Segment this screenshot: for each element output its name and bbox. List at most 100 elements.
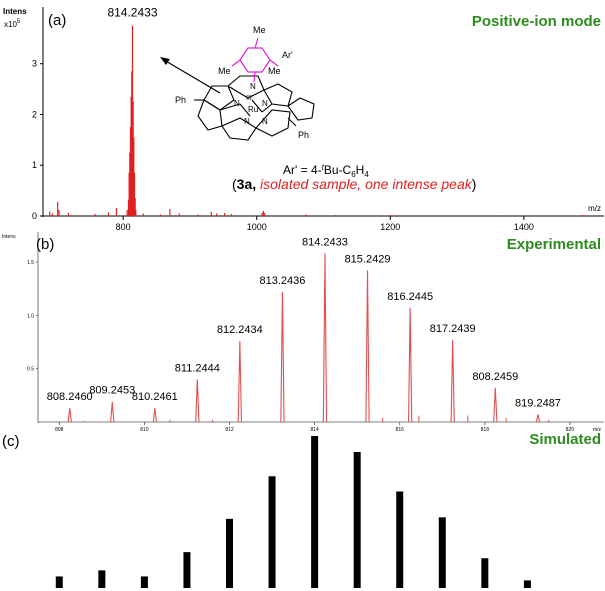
panel-b-peak <box>280 291 285 423</box>
panel-b-peak-label: 817.2439 <box>430 323 476 335</box>
panel-b-peak <box>322 253 328 423</box>
panel-b-peaks <box>67 253 550 423</box>
panel-b: Intens (b) Experimental m/z 0.5 1.0 1.5 80… <box>2 232 604 433</box>
panel-b-peak-label: 819.2487 <box>515 398 561 410</box>
pyrrole-ring-top <box>227 75 265 99</box>
ph-label-left: Ph <box>175 95 186 105</box>
pyrrole-ring-right-top <box>263 83 293 107</box>
panel-b-peak-label: 814.2433 <box>302 236 348 248</box>
panel-b-y-ticks: 0.5 1.0 1.5 <box>27 260 38 373</box>
panel-b-peak-label: 810.2461 <box>132 391 178 403</box>
panel-b-x-tick-label: 816 <box>396 427 405 433</box>
panel-b-peak <box>237 340 242 423</box>
panel-b-label: (b) <box>36 236 54 253</box>
panel-b-peak-label: 815.2429 <box>345 254 391 266</box>
pyrrole-ring-right <box>255 109 291 137</box>
panel-b-peak-label: 811.2444 <box>175 362 220 374</box>
panel-c-bar <box>523 580 531 588</box>
panel-c-bar <box>183 552 191 588</box>
panel-b-x-unit: m/z <box>593 427 602 433</box>
panel-b-y-tick-label: 1.0 <box>27 313 34 319</box>
panel-a-peak-label: 814.2433 <box>107 6 157 20</box>
n-label-magenta: N <box>250 82 256 91</box>
panel-a-y-tick-label: 0 <box>32 211 37 221</box>
panel-c-bar <box>140 576 148 588</box>
panel-b-y-tick-label: 1.5 <box>27 260 34 266</box>
panel-b-peak <box>67 408 72 423</box>
ru-porphyrin-structure <box>194 37 315 141</box>
structure-labels: Me Me Me Ar' N III Ru N N N N Ph Ph <box>175 25 309 140</box>
me-label-top: Me <box>253 25 266 35</box>
panel-a-x-tick-label: 1400 <box>514 222 534 232</box>
panel-c-bar <box>481 558 489 588</box>
panel-b-peak-label: 812.2434 <box>217 324 263 336</box>
panel-a-y-label-intens: Intens <box>3 7 27 16</box>
panel-c-bar <box>353 451 361 588</box>
panel-c-label: (c) <box>2 433 20 450</box>
panel-b-y-tick-label: 0.5 <box>27 367 34 373</box>
panel-b-peak-label: 809.2453 <box>89 385 135 397</box>
n-label-bottom: N <box>244 117 250 126</box>
panel-b-peak <box>493 387 498 423</box>
ph-label-right: Ph <box>298 130 309 140</box>
panel-a-y-tick-label: 1 <box>32 160 37 170</box>
panel-a-mode-label: Positive-ion mode <box>472 13 601 30</box>
panel-c-bars <box>55 436 531 588</box>
panel-a-x-ticks: 800 1000 1200 1400 <box>116 216 534 232</box>
n-label-left: N <box>234 99 240 108</box>
panel-b-x-tick-label: 820 <box>566 427 575 433</box>
panel-b-x-tick-label: 814 <box>310 427 319 433</box>
panel-b-peak <box>152 408 158 423</box>
pyrrole-ring-left <box>197 99 223 131</box>
panel-b-peak <box>535 414 541 423</box>
panel-b-x-tick-label: 810 <box>140 427 149 433</box>
panel-b-x-tick-label: 818 <box>481 427 490 433</box>
panel-a-y-ticks: 0 1 2 3 <box>32 59 43 221</box>
n-label-bottom-right: N <box>262 117 268 126</box>
panel-b-y-label: Intens <box>2 234 16 240</box>
panel-b-peak-label: 816.2445 <box>387 291 433 303</box>
pyrrole-ring-far-right <box>287 97 315 121</box>
panel-c-bar <box>268 476 276 588</box>
pyrrole-ring-left-top <box>203 85 235 111</box>
panel-c-bar <box>98 570 106 588</box>
panel-a-y-tick-label: 3 <box>32 59 37 69</box>
panel-b-x-tick-label: 812 <box>225 427 234 433</box>
panel-a-label: (a) <box>48 12 66 29</box>
panel-b-x-ticks: 808 810 812 814 816 818 820 <box>55 422 574 433</box>
panel-c-bar <box>55 576 63 588</box>
panel-a-x-tick-label: 1200 <box>380 222 400 232</box>
panel-b-peak <box>365 270 370 423</box>
me-label-right: Me <box>268 66 281 76</box>
pyrrole-ring-bottom <box>221 117 257 141</box>
panel-b-peak <box>408 307 413 423</box>
panel-b-peak-label: 813.2436 <box>259 275 305 287</box>
compound-caption: (3a, isolated sample, one intense peak) <box>232 176 476 192</box>
panel-a-x-tick-label: 1000 <box>247 222 267 232</box>
ru-label: Ru <box>248 105 258 114</box>
panel-c-bar <box>311 436 319 588</box>
panel-a: Intens x105 (a) Positive-ion mode 0 1 2 3 8… <box>3 6 604 232</box>
panel-b-peak <box>110 401 115 423</box>
ar-definition: Ar' = 4-tBu-C6H4 <box>283 163 369 179</box>
panel-a-x-unit: m/z <box>588 204 601 213</box>
panel-a-y-tick-label: 2 <box>32 109 37 119</box>
panel-c-bar <box>396 491 404 588</box>
panel-b-x-tick-label: 808 <box>55 427 64 433</box>
oxidation-state-label: III <box>246 95 252 102</box>
panel-b-mode-label: Experimental <box>507 236 601 253</box>
panel-a-y-label-unit: x105 <box>4 19 21 29</box>
panel-b-peak-label: 808.2460 <box>47 391 93 403</box>
panel-c-bar <box>438 517 446 588</box>
panel-b-peak <box>195 379 200 423</box>
n-label-right: N <box>262 99 268 108</box>
panel-a-x-tick-label: 800 <box>116 222 131 232</box>
panel-c-mode-label: Simulated <box>529 431 601 448</box>
panel-c-bar <box>226 518 234 588</box>
me-label-left: Me <box>218 66 231 76</box>
panel-c: (c) Simulated <box>2 431 601 588</box>
panel-b-peak-label: 808.2459 <box>472 371 518 383</box>
ar-prime-label: Ar' <box>282 50 293 60</box>
